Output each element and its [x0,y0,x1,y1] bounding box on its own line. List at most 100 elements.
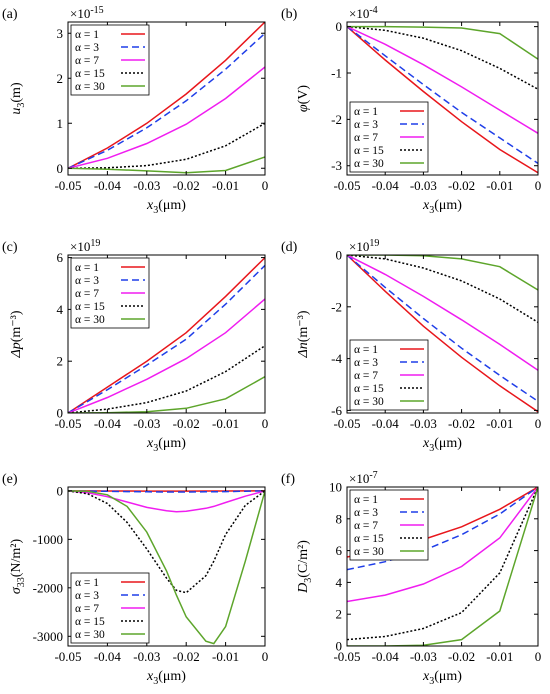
axes-frame [67,254,266,414]
x-tick-label: -0.05 [333,178,360,193]
x-tick-label: -0.04 [94,416,122,431]
y-tick-label: -3000 [33,629,63,644]
legend-label: α = 30 [354,546,384,558]
legend-label: α = 7 [354,370,378,382]
series-line-5 [68,156,265,174]
series-line-5 [347,487,538,646]
y-tick-label: 8 [336,511,343,526]
series-line-4 [347,25,538,90]
legend-label: α = 1 [75,29,99,41]
legend: α = 1α = 3α = 7α = 15α = 30 [70,572,150,644]
x-axis-label: x3(μm) [146,669,186,687]
x-tick-label: -0.03 [410,178,437,193]
x-axis-label: x3(μm) [146,198,186,216]
x-tick-label: 0 [262,178,269,193]
y-axis-label: σ33(N/m²) [9,539,27,595]
series-line-3 [347,25,538,134]
x-tick-label: -0.01 [486,178,513,193]
panel-label: (d) [281,240,298,255]
x-tick-label: 0 [535,416,542,431]
x-tick-label: -0.01 [486,416,513,431]
series-line-4 [347,487,538,641]
series-line-1 [68,257,265,413]
x-axis-label: x3(μm) [422,198,462,216]
legend-label: α = 3 [75,590,99,602]
x-tick-label: 0 [262,649,269,664]
legend: α = 1α = 3α = 7α = 15α = 30 [70,24,150,96]
series-line-5 [347,255,538,291]
legend-label: α = 30 [75,314,105,326]
legend-label: α = 30 [354,396,384,408]
x-tick-label: -0.03 [410,649,437,664]
y-tick-label: 4 [336,575,343,590]
series-line-2 [68,32,265,169]
x-tick-label: 0 [535,649,542,664]
legend-label: α = 30 [75,629,105,641]
panel-label: (b) [281,7,298,22]
x-tick-label: -0.01 [212,649,239,664]
legend-label: α = 3 [75,275,99,287]
x-axis-label: x3(μm) [422,436,462,454]
x-tick-label: -0.04 [372,178,400,193]
legend-label: α = 3 [354,507,378,519]
y-tick-label: -6 [331,403,342,418]
panel-c: -0.05 -0.04 -0.03 -0.02 -0.01 0 0 2 4 6 ×1019 (c) x3… [2,238,268,454]
panel-e: -0.05 -0.04 -0.03 -0.02 -0.01 0 -3000 -2000 -100… [2,472,268,687]
legend-label: α = 1 [75,262,99,274]
x-tick-label: -0.03 [410,416,437,431]
y-tick-label: -4 [331,351,342,366]
y-tick-label: 3 [57,26,64,41]
x-tick-label: -0.03 [133,416,160,431]
y-exponent-label: ×10-4 [349,5,378,21]
x-tick-label: -0.02 [448,178,475,193]
series-line-5 [347,25,538,60]
x-tick-label: -0.05 [333,416,360,431]
y-tick-label: -3 [331,158,342,173]
panel-label: (c) [2,240,18,255]
y-axis-label: Δp(m⁻³) [9,310,24,358]
y-tick-label: 6 [57,250,64,265]
x-tick-label: -0.05 [333,649,360,664]
y-exponent-label: ×1019 [349,238,379,254]
x-tick-label: -0.01 [486,649,513,664]
x-tick-label: 0 [262,416,269,431]
x-axis-label: x3(μm) [422,669,462,687]
panel-label: (a) [2,7,18,22]
legend-label: α = 30 [75,81,105,93]
legend-label: α = 7 [75,55,99,67]
legend-label: α = 3 [354,119,378,131]
y-axis-label: φ(V) [296,85,311,113]
x-tick-label: 0 [535,178,542,193]
y-tick-label: -2000 [33,580,63,595]
axes-frame [346,254,539,414]
x-tick-label: -0.03 [133,178,160,193]
x-tick-label: -0.01 [212,178,239,193]
series-line-3 [68,490,265,513]
y-tick-label: 0 [336,639,343,654]
panel-b: -0.05 -0.04 -0.03 -0.02 -0.01 0 -3 -2 -1 0 ×10-4 (b… [281,5,541,216]
axes-frame [346,21,539,176]
series-line-2 [68,490,265,493]
y-tick-label: -1000 [33,532,63,547]
series-line-2 [68,264,265,413]
axes-frame [346,486,539,647]
x-tick-label: -0.04 [372,649,400,664]
legend-label: α = 15 [354,383,384,395]
x-tick-label: -0.02 [448,416,475,431]
y-tick-label: 2 [57,354,64,369]
legend: α = 1α = 3α = 7α = 15α = 30 [349,489,429,561]
x-axis-label: x3(μm) [146,436,186,454]
y-tick-label: 2 [336,607,343,622]
legend: α = 1α = 3α = 7α = 15α = 30 [70,257,150,329]
y-axis-label: u3(m) [9,82,27,115]
y-exponent-label: ×10-7 [349,470,378,486]
x-tick-label: -0.02 [173,649,200,664]
legend: α = 1α = 3α = 7α = 15α = 30 [349,339,429,411]
series-line-2 [347,487,538,571]
x-tick-label: -0.05 [54,416,81,431]
series-line-4 [347,255,538,323]
y-exponent-label: ×10-15 [70,5,104,21]
series-line-3 [347,487,538,603]
legend: α = 1α = 3α = 7α = 15α = 30 [349,101,429,173]
legend-label: α = 3 [75,42,99,54]
